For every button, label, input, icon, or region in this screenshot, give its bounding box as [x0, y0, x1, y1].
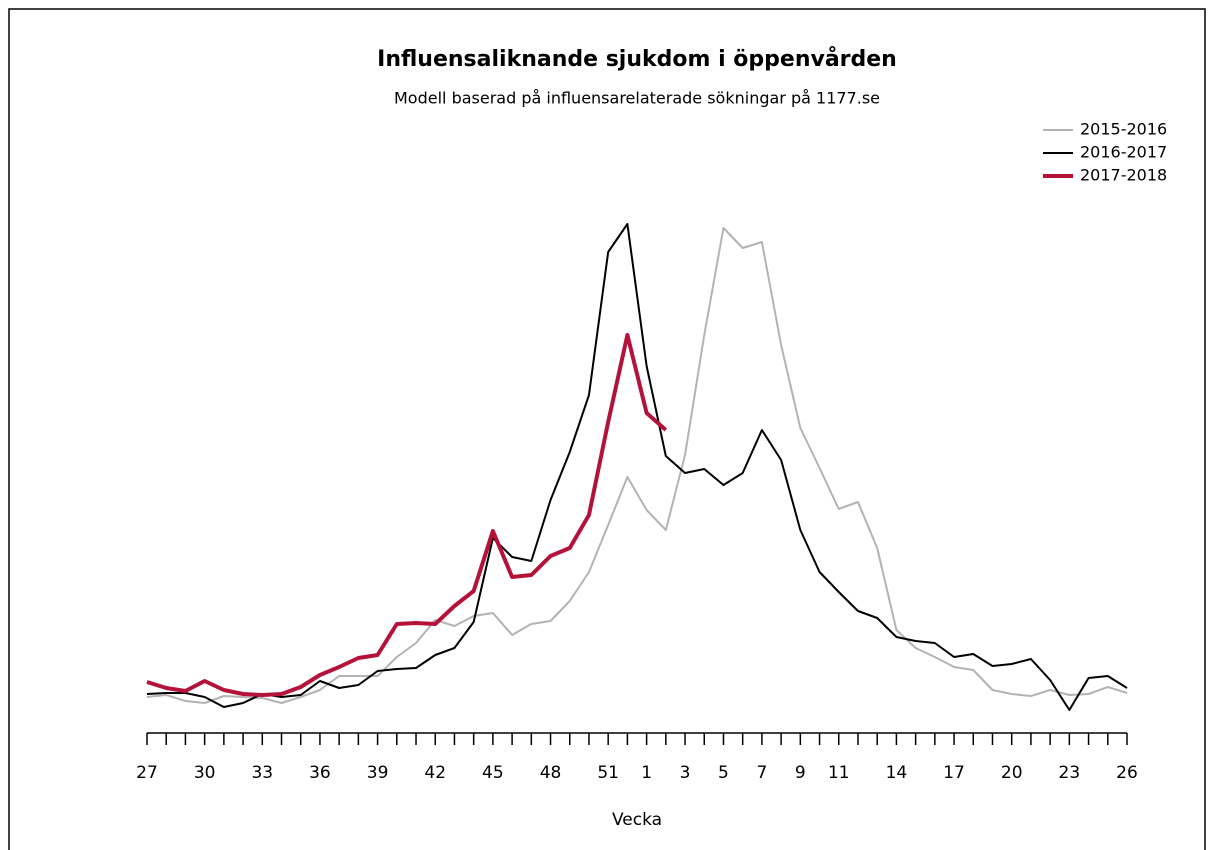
x-tick-label: 26 [1116, 763, 1138, 783]
x-axis-label: Vecka [612, 810, 662, 830]
legend-label: 2016-2017 [1080, 143, 1167, 162]
series-line [146, 227, 1128, 704]
series-line [146, 223, 1128, 711]
x-tick-label: 45 [482, 763, 504, 783]
series-line [146, 333, 668, 697]
x-tick-label: 42 [424, 763, 446, 783]
x-tick-label: 27 [136, 763, 158, 783]
x-tick-label: 1 [641, 763, 652, 783]
x-tick-label: 48 [540, 763, 562, 783]
x-tick-label: 20 [1001, 763, 1023, 783]
chart-subtitle: Modell baserad på influensarelaterade sö… [394, 89, 880, 108]
x-tick-label: 36 [309, 763, 331, 783]
x-tick-label: 3 [680, 763, 691, 783]
x-tick-label: 30 [194, 763, 216, 783]
x-tick-label: 33 [251, 763, 273, 783]
x-tick-label: 39 [367, 763, 389, 783]
x-tick-label: 9 [795, 763, 806, 783]
legend-label: 2015-2016 [1080, 120, 1167, 139]
legend-label: 2017-2018 [1080, 166, 1167, 185]
chart-title: Influensaliknande sjukdom i öppenvården [377, 46, 897, 72]
x-tick-label: 5 [718, 763, 729, 783]
x-tick-label: 23 [1059, 763, 1081, 783]
x-tick-label: 51 [597, 763, 619, 783]
x-tick-label: 11 [828, 763, 850, 783]
x-tick-label: 14 [886, 763, 908, 783]
frame [8, 8, 1206, 850]
x-tick-label: 7 [756, 763, 767, 783]
x-tick-label: 17 [943, 763, 965, 783]
